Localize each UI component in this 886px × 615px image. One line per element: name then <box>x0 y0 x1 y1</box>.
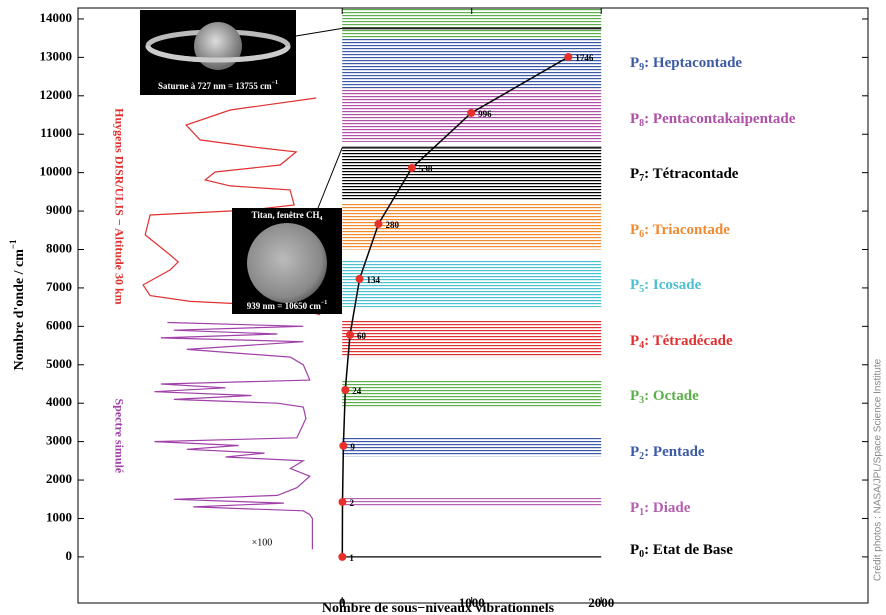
titan-caption-text: 939 nm = 10650 cm <box>247 301 322 311</box>
y-tick-label: 8000 <box>46 240 72 255</box>
polyad-point <box>356 275 364 283</box>
titan-image: Titan, fenêtre CH4 939 nm = 10650 cm−1 <box>232 208 342 314</box>
y-axis-label-sup: −1 <box>8 239 18 249</box>
spectrum-label: Spectre simulé <box>112 398 126 473</box>
polyad-point <box>339 442 347 450</box>
polyad-name: : Etat de Base <box>644 542 733 558</box>
saturn-caption-sup: −1 <box>272 80 278 86</box>
polyad-point <box>408 164 416 172</box>
polyad-label: P8: Pentacontakaipentade <box>630 111 796 129</box>
y-axis-label: Nombre d'onde / cm−1 <box>8 239 27 371</box>
polyad-name: : Diade <box>644 500 691 516</box>
polyad-point <box>338 498 346 506</box>
saturn-caption-text: Saturne à 727 nm = 13755 cm <box>158 81 272 91</box>
polyad-name: : Heptacontade <box>644 55 742 71</box>
titan-connector <box>318 148 342 208</box>
y-tick-label: 6000 <box>46 317 72 332</box>
y-tick-label: 7000 <box>46 279 72 294</box>
y-tick-label: 5000 <box>46 356 72 371</box>
spectrum-label: Huygens DISR/ULIS − Altitude 30 km <box>112 108 126 305</box>
y-tick-label: 9000 <box>46 202 72 217</box>
saturn-caption: Saturne à 727 nm = 13755 cm−1 <box>158 80 278 91</box>
polyad-symbol: P <box>630 166 639 182</box>
polyad-symbol: P <box>630 277 639 293</box>
polyad-symbol: P <box>630 500 639 516</box>
count-label: 1 <box>349 553 354 563</box>
polyad-label: P6: Triacontade <box>630 222 730 240</box>
polyad-label: P1: Diade <box>630 500 691 518</box>
polyad-symbol: P <box>630 222 639 238</box>
polyad-name: : Tétradécade <box>644 333 733 349</box>
y-tick-label: 10000 <box>40 164 73 179</box>
band <box>342 380 601 407</box>
polyad-label: P4: Tétradécade <box>630 333 733 351</box>
spectrum <box>154 323 312 550</box>
polyad-label: P3: Octade <box>630 388 699 406</box>
y-tick-label: 4000 <box>46 394 72 409</box>
y-tick-label: 11000 <box>40 125 72 140</box>
y-tick-label: 13000 <box>40 48 73 63</box>
count-label: 538 <box>419 164 433 174</box>
titan-caption-sup: −1 <box>321 300 327 306</box>
polyad-symbol: P <box>630 111 639 127</box>
count-label: 2 <box>349 498 354 508</box>
band <box>342 438 601 456</box>
count-label: 996 <box>478 109 492 119</box>
scale-note: ×100 <box>252 537 273 548</box>
credit: Crédit photos : NASA/JPL/Space Science I… <box>873 358 884 581</box>
polyad-point <box>346 331 354 339</box>
polyad-point <box>564 53 572 61</box>
titan-caption-sub: 4 <box>319 216 322 222</box>
polyad-label: P7: Tétracontade <box>630 166 739 184</box>
band <box>342 146 601 200</box>
polyad-point <box>467 109 475 117</box>
titan-globe <box>247 223 327 303</box>
titan-caption-top-text: Titan, fenêtre CH <box>252 210 320 220</box>
y-tick-label: 0 <box>66 548 73 563</box>
saturn-image: Saturne à 727 nm = 13755 cm−1 <box>140 10 296 95</box>
count-label: 60 <box>357 331 367 341</box>
x-axis-label: Nombre de sous−niveaux vibrationnels <box>322 601 555 615</box>
y-axis-label-text: Nombre d'onde / cm <box>12 249 27 371</box>
y-tick-label: 14000 <box>40 10 73 25</box>
count-label: 1746 <box>575 53 594 63</box>
polyad-symbol: P <box>630 444 639 460</box>
polyad-name: : Icosade <box>644 277 701 293</box>
titan-caption: 939 nm = 10650 cm−1 <box>247 300 328 311</box>
polyad-name: : Pentacontakaipentade <box>644 111 796 127</box>
count-label: 9 <box>350 442 355 452</box>
y-tick-label: 2000 <box>46 471 72 486</box>
y-tick-label: 3000 <box>46 433 72 448</box>
polyad-label: P0: Etat de Base <box>630 542 733 560</box>
polyad-symbol: P <box>630 55 639 71</box>
polyad-symbol: P <box>630 388 639 404</box>
polyad-point <box>341 386 349 394</box>
polyad-label: P5: Icosade <box>630 277 702 295</box>
band <box>342 498 601 507</box>
count-label: 24 <box>352 386 362 396</box>
count-label: 280 <box>385 220 399 230</box>
polyad-symbol: P <box>630 542 639 558</box>
polyad-name: : Octade <box>644 388 699 404</box>
chart: Nombre de sous−niveaux vibrationnels Nom… <box>0 0 886 615</box>
polyad-symbol: P <box>630 333 639 349</box>
count-label: 134 <box>367 275 381 285</box>
y-tick-label: 12000 <box>40 87 73 102</box>
polyad-point <box>338 553 346 561</box>
polyad-label: P2: Pentade <box>630 444 705 462</box>
y-tick-label: 1000 <box>46 509 72 524</box>
saturn-globe <box>194 22 242 70</box>
polyad-point <box>374 220 382 228</box>
band <box>342 321 601 358</box>
polyad-name: : Triacontade <box>644 222 730 238</box>
band <box>342 38 601 88</box>
polyad-label: P9: Heptacontade <box>630 55 742 73</box>
saturn-connector <box>296 28 342 36</box>
polyad-name: : Pentade <box>644 444 705 460</box>
band <box>342 261 601 307</box>
polyad-name: : Tétracontade <box>644 166 739 182</box>
